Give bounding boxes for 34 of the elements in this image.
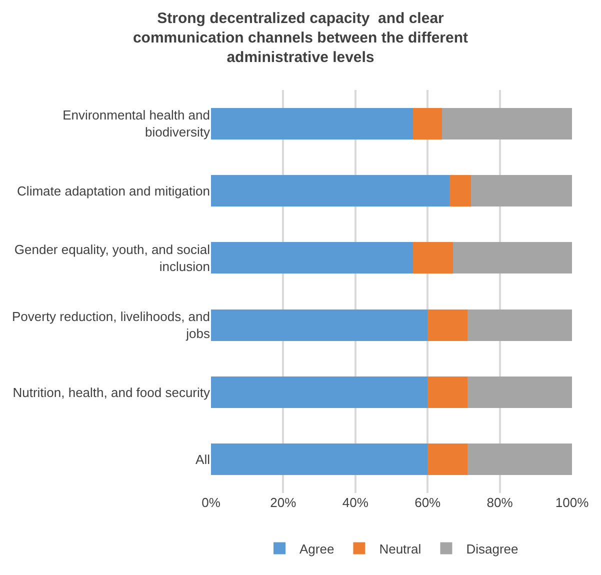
bar <box>211 108 414 140</box>
x-tick-label: 0% <box>202 495 221 510</box>
x-tick-label: 40% <box>342 495 369 510</box>
bar <box>452 242 572 274</box>
legend-label: Neutral <box>379 541 422 556</box>
bar <box>467 309 572 341</box>
bar <box>470 174 572 207</box>
legend-label: Agree <box>300 541 334 556</box>
y-tick-label: Poverty reduction, livelihoods, and jobs <box>12 309 210 342</box>
bar <box>211 376 428 408</box>
y-tick-label: Climate adaptation and mitigation <box>17 183 210 198</box>
x-tick-label: 20% <box>270 495 297 510</box>
y-tick-label: Gender equality, youth, and social inclusion <box>14 242 210 274</box>
bar <box>413 242 453 274</box>
bar <box>211 242 414 274</box>
y-tick-label: Nutrition, health, and food security <box>12 384 210 400</box>
bar <box>211 174 450 207</box>
chart-title: Strong decentralized capacity and clear communication channels between the different administrative levels <box>132 10 468 66</box>
bar <box>211 444 428 476</box>
bar <box>428 444 468 476</box>
bar <box>413 108 442 140</box>
x-tick-label: 100% <box>555 495 590 510</box>
y-tick-label: Environmental health and biodiversity <box>62 108 210 140</box>
bar <box>467 376 572 408</box>
bar <box>428 376 468 408</box>
x-tick-label: 60% <box>414 495 442 510</box>
legend-label: Disagree <box>466 541 518 556</box>
bar <box>467 444 572 476</box>
bar <box>442 108 572 140</box>
bar <box>449 174 471 207</box>
bar <box>428 309 468 341</box>
y-tick-label: All <box>196 452 210 467</box>
x-tick-label: 80% <box>486 495 514 510</box>
bar <box>211 309 428 341</box>
